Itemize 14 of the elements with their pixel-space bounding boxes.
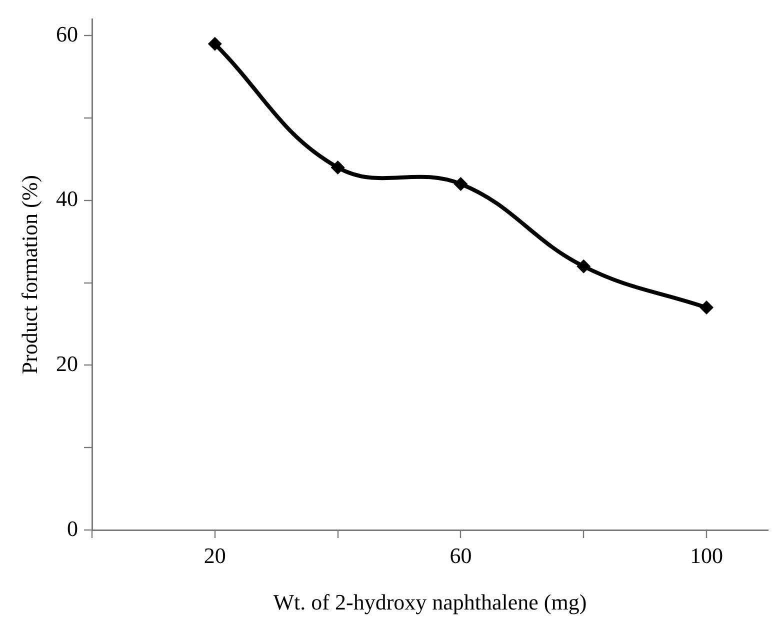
y-tick-label: 40 [56,186,78,212]
y-tick-label: 20 [56,351,78,376]
y-tick-label: 0 [67,516,78,541]
y-axis-title: Product formation (%) [16,175,42,374]
point [576,259,591,274]
point [208,36,222,51]
x-tick-label: 20 [204,542,226,568]
point [330,160,345,174]
x-tick-label: 100 [690,542,724,568]
point [700,300,714,315]
x-axis-title: Wt. of 2-hydroxy naphthalene (mg) [273,590,587,615]
point [454,176,468,191]
y-tick-label: 60 [56,21,78,46]
x-tick-label: 60 [450,542,472,568]
